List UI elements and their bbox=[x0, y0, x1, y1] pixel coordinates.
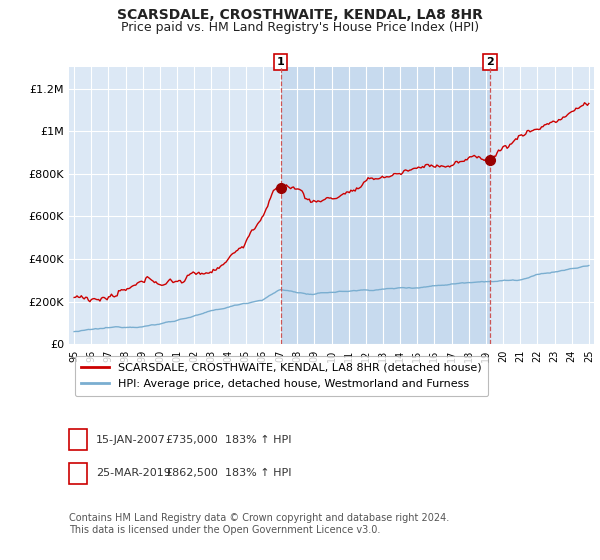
Text: SCARSDALE, CROSTHWAITE, KENDAL, LA8 8HR: SCARSDALE, CROSTHWAITE, KENDAL, LA8 8HR bbox=[117, 8, 483, 22]
Text: Contains HM Land Registry data © Crown copyright and database right 2024.
This d: Contains HM Land Registry data © Crown c… bbox=[69, 513, 449, 535]
Text: 2: 2 bbox=[486, 57, 494, 67]
Text: 183% ↑ HPI: 183% ↑ HPI bbox=[225, 435, 292, 445]
Text: £862,500: £862,500 bbox=[165, 468, 218, 478]
Legend: SCARSDALE, CROSTHWAITE, KENDAL, LA8 8HR (detached house), HPI: Average price, de: SCARSDALE, CROSTHWAITE, KENDAL, LA8 8HR … bbox=[74, 356, 488, 396]
Text: 15-JAN-2007: 15-JAN-2007 bbox=[96, 435, 166, 445]
Text: £735,000: £735,000 bbox=[165, 435, 218, 445]
Text: 183% ↑ HPI: 183% ↑ HPI bbox=[225, 468, 292, 478]
Text: 2: 2 bbox=[74, 466, 82, 480]
Text: 1: 1 bbox=[277, 57, 284, 67]
Text: Price paid vs. HM Land Registry's House Price Index (HPI): Price paid vs. HM Land Registry's House … bbox=[121, 21, 479, 34]
Bar bbox=[281, 67, 490, 344]
Text: 25-MAR-2019: 25-MAR-2019 bbox=[96, 468, 171, 478]
Text: 1: 1 bbox=[74, 433, 82, 446]
